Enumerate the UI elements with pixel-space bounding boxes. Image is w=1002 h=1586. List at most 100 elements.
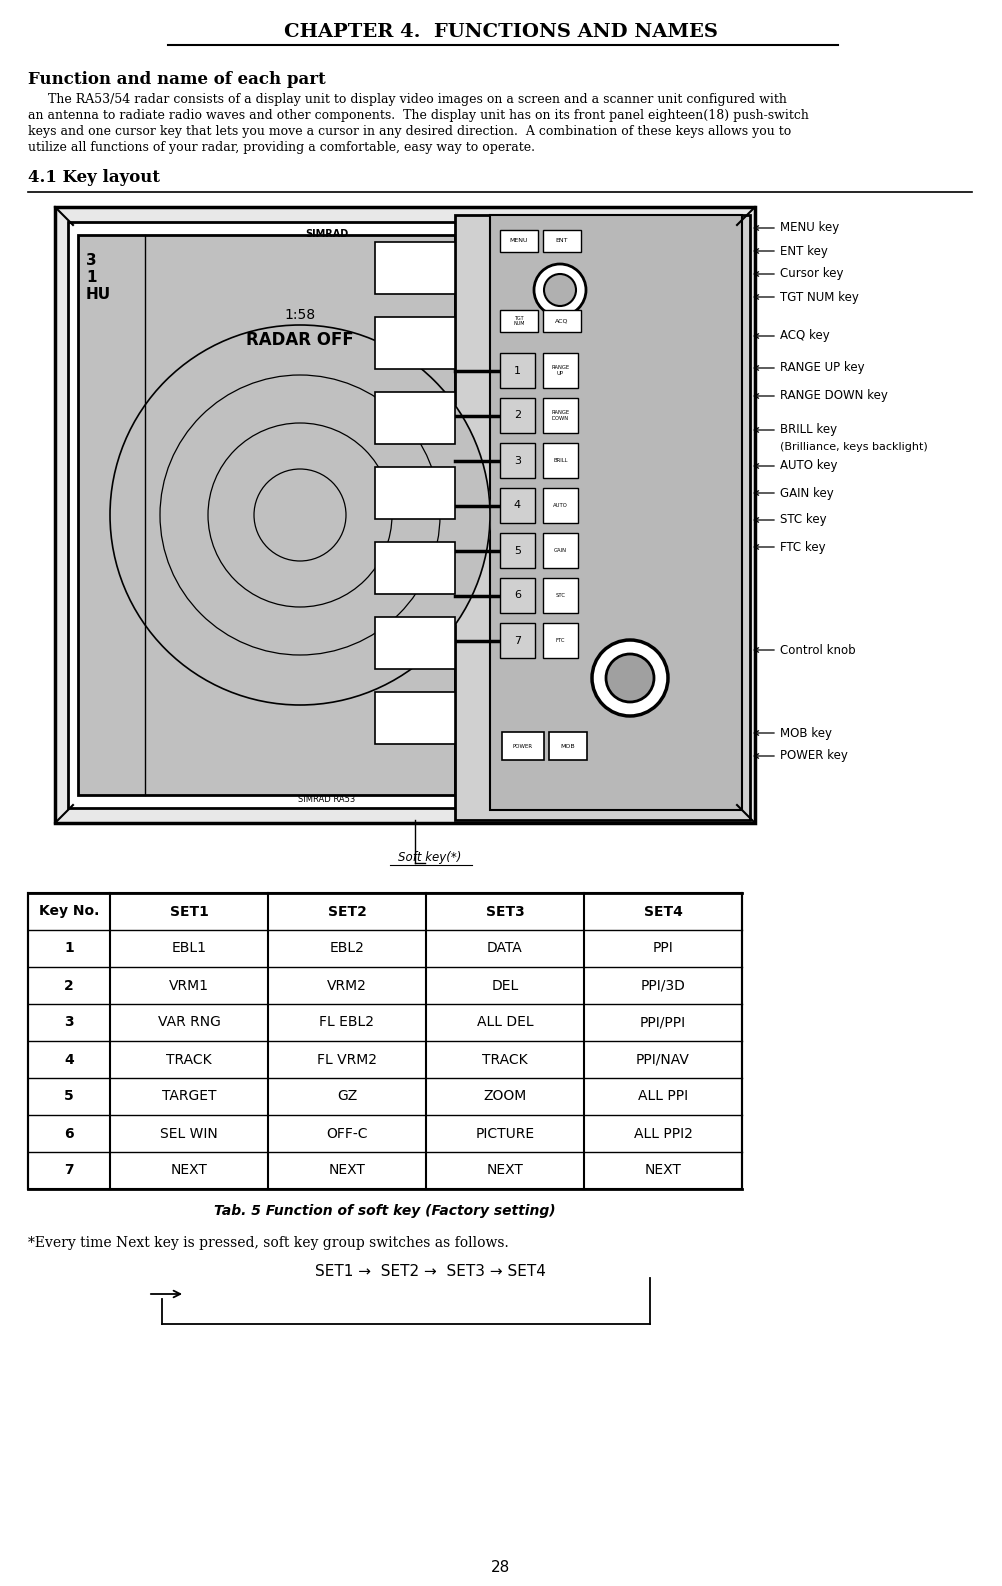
Text: HU: HU — [86, 287, 111, 301]
Text: BRILL key: BRILL key — [780, 423, 837, 436]
Circle shape — [605, 653, 653, 703]
Bar — [500, 230, 537, 252]
Text: 1: 1 — [513, 365, 520, 376]
Text: 7: 7 — [64, 1164, 74, 1177]
Bar — [542, 488, 577, 523]
Text: TRACK: TRACK — [166, 1053, 211, 1066]
Text: EBL2: EBL2 — [330, 942, 364, 955]
Text: 1:58: 1:58 — [285, 308, 316, 322]
Bar — [375, 542, 455, 595]
Text: (Brilliance, keys backlight): (Brilliance, keys backlight) — [780, 442, 927, 452]
Text: VAR RNG: VAR RNG — [157, 1015, 220, 1029]
Text: GAIN key: GAIN key — [780, 487, 833, 500]
Text: DEL: DEL — [491, 979, 518, 993]
Text: SIMRAD RA53: SIMRAD RA53 — [298, 795, 355, 804]
Text: PICTURE: PICTURE — [475, 1126, 534, 1140]
Bar — [542, 354, 577, 389]
Text: Soft key(*): Soft key(*) — [398, 850, 461, 863]
Text: SET1 →  SET2 →  SET3 → SET4: SET1 → SET2 → SET3 → SET4 — [315, 1264, 545, 1278]
Bar — [375, 317, 455, 370]
Text: VRM2: VRM2 — [327, 979, 367, 993]
Bar — [375, 691, 455, 744]
Bar — [501, 733, 543, 760]
Bar — [500, 442, 534, 477]
Text: NEXT: NEXT — [644, 1164, 680, 1177]
Bar — [500, 577, 534, 614]
Circle shape — [110, 325, 490, 706]
Text: NEXT: NEXT — [170, 1164, 207, 1177]
Text: ALL DEL: ALL DEL — [476, 1015, 533, 1029]
Bar — [500, 623, 534, 658]
Text: 4: 4 — [64, 1053, 74, 1066]
Text: Tab. 5 Function of soft key (Factory setting): Tab. 5 Function of soft key (Factory set… — [214, 1204, 555, 1218]
Bar — [542, 309, 580, 331]
Text: FL EBL2: FL EBL2 — [320, 1015, 374, 1029]
Text: ACQ key: ACQ key — [780, 330, 829, 343]
Text: DATA: DATA — [487, 942, 522, 955]
Text: AUTO: AUTO — [552, 503, 567, 508]
Text: 4: 4 — [513, 501, 521, 511]
Bar — [500, 309, 537, 331]
Text: 2: 2 — [513, 411, 521, 420]
Text: AUTO key: AUTO key — [780, 460, 837, 473]
Text: MENU key: MENU key — [780, 222, 839, 235]
Text: NEXT: NEXT — [486, 1164, 523, 1177]
Text: PPI/PPI: PPI/PPI — [639, 1015, 685, 1029]
Text: PPI/3D: PPI/3D — [640, 979, 684, 993]
Text: FTC: FTC — [555, 638, 565, 642]
Text: RADAR OFF: RADAR OFF — [245, 331, 354, 349]
Text: an antenna to radiate radio waves and other components.  The display unit has on: an antenna to radiate radio waves and ot… — [28, 109, 808, 122]
Text: STC key: STC key — [780, 514, 826, 527]
Bar — [500, 398, 534, 433]
Text: MENU: MENU — [509, 238, 528, 244]
Bar — [78, 235, 455, 795]
Text: Cursor key: Cursor key — [780, 268, 843, 281]
Text: 3: 3 — [64, 1015, 74, 1029]
Text: ENT: ENT — [555, 238, 568, 244]
Text: TARGET: TARGET — [161, 1090, 216, 1104]
Text: 28: 28 — [491, 1561, 510, 1575]
Text: POWER: POWER — [512, 744, 532, 749]
Bar — [28, 893, 741, 1190]
Text: GAIN: GAIN — [553, 549, 566, 554]
Circle shape — [543, 274, 575, 306]
Text: ACQ: ACQ — [555, 319, 568, 324]
Text: SET2: SET2 — [328, 904, 366, 918]
Bar — [500, 488, 534, 523]
Text: 5: 5 — [513, 546, 520, 555]
Text: RANGE UP key: RANGE UP key — [780, 362, 864, 374]
Text: The RA53/54 radar consists of a display unit to display video images on a screen: The RA53/54 radar consists of a display … — [28, 94, 787, 106]
Text: TGT
NUM: TGT NUM — [513, 316, 524, 327]
Text: POWER key: POWER key — [780, 750, 847, 763]
Text: 4.1 Key layout: 4.1 Key layout — [28, 170, 160, 187]
Text: 2: 2 — [64, 979, 74, 993]
Bar — [500, 354, 534, 389]
Text: GZ: GZ — [337, 1090, 357, 1104]
Bar — [542, 230, 580, 252]
Text: 3: 3 — [513, 455, 520, 466]
Text: VRM1: VRM1 — [168, 979, 208, 993]
Bar — [55, 208, 755, 823]
Text: OFF-C: OFF-C — [326, 1126, 368, 1140]
Circle shape — [591, 641, 667, 715]
Bar — [490, 216, 741, 810]
Bar — [500, 533, 534, 568]
Text: SET1: SET1 — [169, 904, 208, 918]
Text: keys and one cursor key that lets you move a cursor in any desired direction.  A: keys and one cursor key that lets you mo… — [28, 125, 791, 138]
Text: ENT key: ENT key — [780, 244, 827, 257]
Text: RANGE
UP: RANGE UP — [551, 365, 569, 376]
Bar — [548, 733, 586, 760]
Bar — [375, 617, 455, 669]
Text: FTC key: FTC key — [780, 541, 825, 554]
Text: SIMRAD: SIMRAD — [305, 228, 348, 239]
Text: 7: 7 — [513, 636, 521, 646]
Bar — [542, 623, 577, 658]
Text: 6: 6 — [513, 590, 520, 601]
Text: 6: 6 — [64, 1126, 74, 1140]
Text: RANGE
DOWN: RANGE DOWN — [551, 411, 569, 420]
Text: Key No.: Key No. — [39, 904, 99, 918]
Text: SET3: SET3 — [485, 904, 524, 918]
Text: 3: 3 — [86, 254, 96, 268]
Bar — [68, 222, 465, 807]
Text: ALL PPI2: ALL PPI2 — [633, 1126, 691, 1140]
